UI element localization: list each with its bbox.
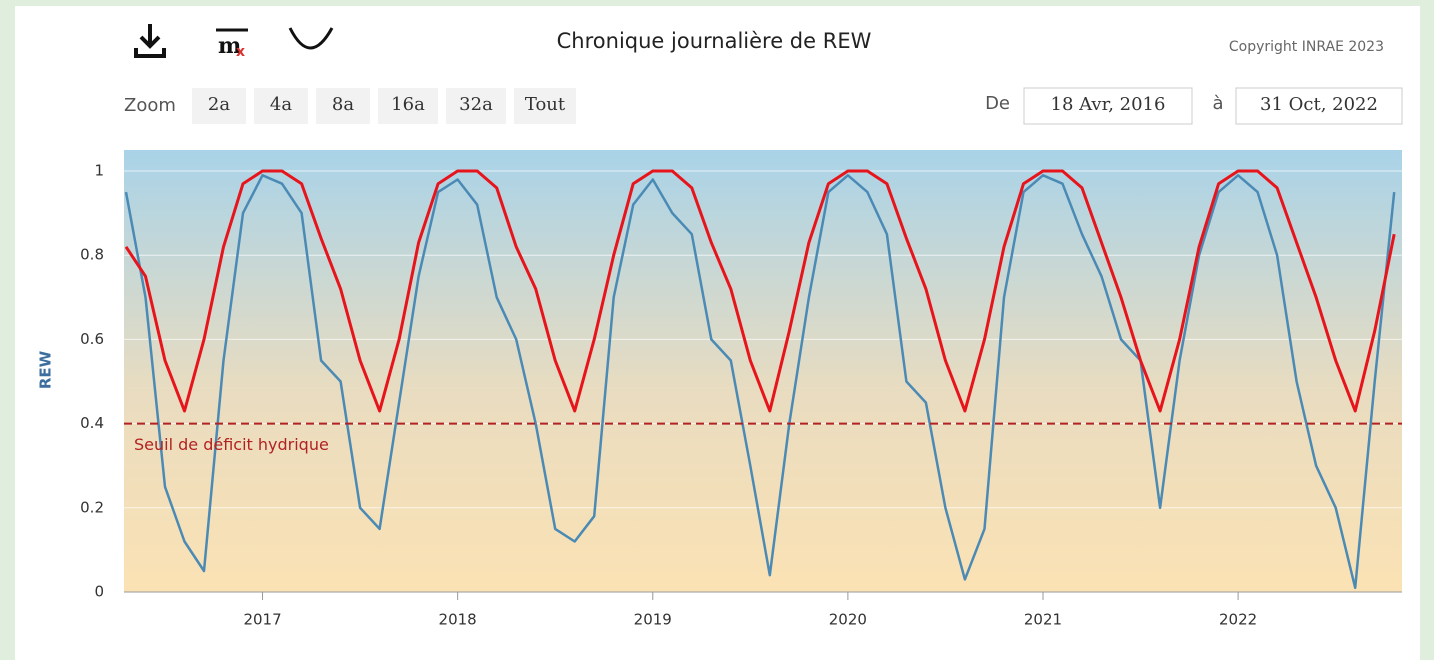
zoom-button[interactable] [316, 88, 370, 124]
zoom-button-label[interactable]: 16a [391, 94, 425, 115]
zoom-button-label[interactable]: 4a [270, 94, 292, 115]
copyright: Copyright INRAE 2023 [1229, 39, 1384, 55]
y-tick-label: 0.6 [80, 330, 104, 348]
series-line [124, 169, 1396, 413]
y-tick-label: 0.2 [80, 498, 104, 516]
x-tick-label: 2019 [634, 611, 672, 629]
to-date[interactable]: 31 Oct, 2022 [1260, 94, 1378, 115]
svg-text:m: m [218, 33, 241, 59]
chart-title: Chronique journalière de REW [557, 29, 872, 53]
zoom-buttons: 2a 4a 8a 16a 32a Tout [192, 88, 576, 124]
to-label: à [1212, 93, 1223, 114]
plot-background [124, 150, 1402, 592]
zoom-button-label[interactable]: 8a [332, 94, 354, 115]
zoom-button[interactable] [378, 88, 438, 124]
smooth-icon[interactable] [288, 27, 334, 50]
x-tick-label: 2021 [1024, 611, 1062, 629]
y-tick-label: 0.4 [80, 414, 104, 432]
to-input[interactable] [1235, 87, 1403, 125]
zoom-label: Zoom [124, 95, 176, 116]
svg-text:x: x [236, 44, 245, 60]
from-input[interactable] [1023, 87, 1193, 125]
zoom-button-label[interactable]: 2a [208, 94, 230, 115]
download-icon[interactable] [134, 24, 166, 58]
zoom-button[interactable] [192, 88, 246, 124]
y-tick-label: 0.8 [80, 246, 104, 264]
y-tick-label: 0 [94, 583, 104, 601]
y-tick-label: 1 [94, 162, 104, 180]
threshold-label: Seuil de déficit hydrique [134, 435, 329, 454]
y-axis-label: REW [37, 350, 55, 389]
zoom-button-label[interactable]: 32a [459, 94, 493, 115]
series-line [124, 174, 1396, 590]
x-tick-label: 2017 [243, 611, 281, 629]
from-label: De [985, 93, 1010, 114]
mean-icon[interactable]: m x [216, 28, 248, 60]
zoom-button[interactable] [514, 88, 576, 124]
zoom-button[interactable] [446, 88, 506, 124]
from-date[interactable]: 18 Avr, 2016 [1051, 94, 1166, 115]
zoom-button[interactable] [254, 88, 308, 124]
x-tick-label: 2018 [439, 611, 477, 629]
x-tick-label: 2020 [829, 611, 867, 629]
x-tick-label: 2022 [1219, 611, 1257, 629]
zoom-button-label[interactable]: Tout [525, 94, 566, 115]
